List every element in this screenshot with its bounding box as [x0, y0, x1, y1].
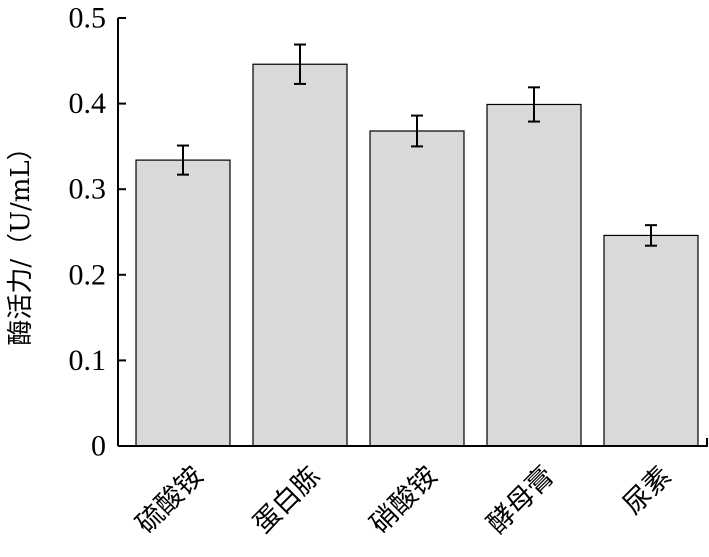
x-tick-labels-group: 硫酸铵 蛋白胨 硝酸铵 酵母膏 尿素: [130, 461, 677, 540]
y-tick-label: 0.5: [69, 2, 107, 35]
bar: [252, 63, 348, 447]
error-bars-group: [177, 43, 657, 247]
y-tick-label: 0: [91, 430, 106, 463]
x-tick-label: 硫酸铵: [130, 461, 209, 540]
bar: [603, 234, 699, 447]
axes-group: [117, 18, 708, 447]
bar: [486, 103, 582, 447]
y-tick-label: 0.1: [69, 344, 107, 377]
y-tick-label: 0.3: [69, 173, 107, 206]
error-bar: [411, 114, 423, 148]
bar: [135, 159, 231, 447]
x-tick-label: 硝酸铵: [364, 461, 443, 540]
x-tick-label: 尿素: [617, 461, 677, 521]
y-axis-label: 酶活力/（U/mL）: [6, 134, 36, 345]
error-bar: [645, 224, 657, 247]
y-axis-label-group: 酶活力/（U/mL）: [6, 134, 36, 345]
y-tick-label: 0.2: [69, 258, 107, 291]
error-bar: [294, 43, 306, 85]
x-tick-label: 酵母膏: [481, 461, 560, 540]
bar: [369, 130, 465, 447]
y-tick-label: 0.4: [69, 87, 107, 120]
y-ticks-group: 0 0.1 0.2 0.3 0.4 0.5: [69, 2, 126, 463]
x-tick-label: 蛋白胨: [247, 461, 326, 540]
error-bar: [177, 144, 189, 176]
error-bar: [528, 86, 540, 123]
